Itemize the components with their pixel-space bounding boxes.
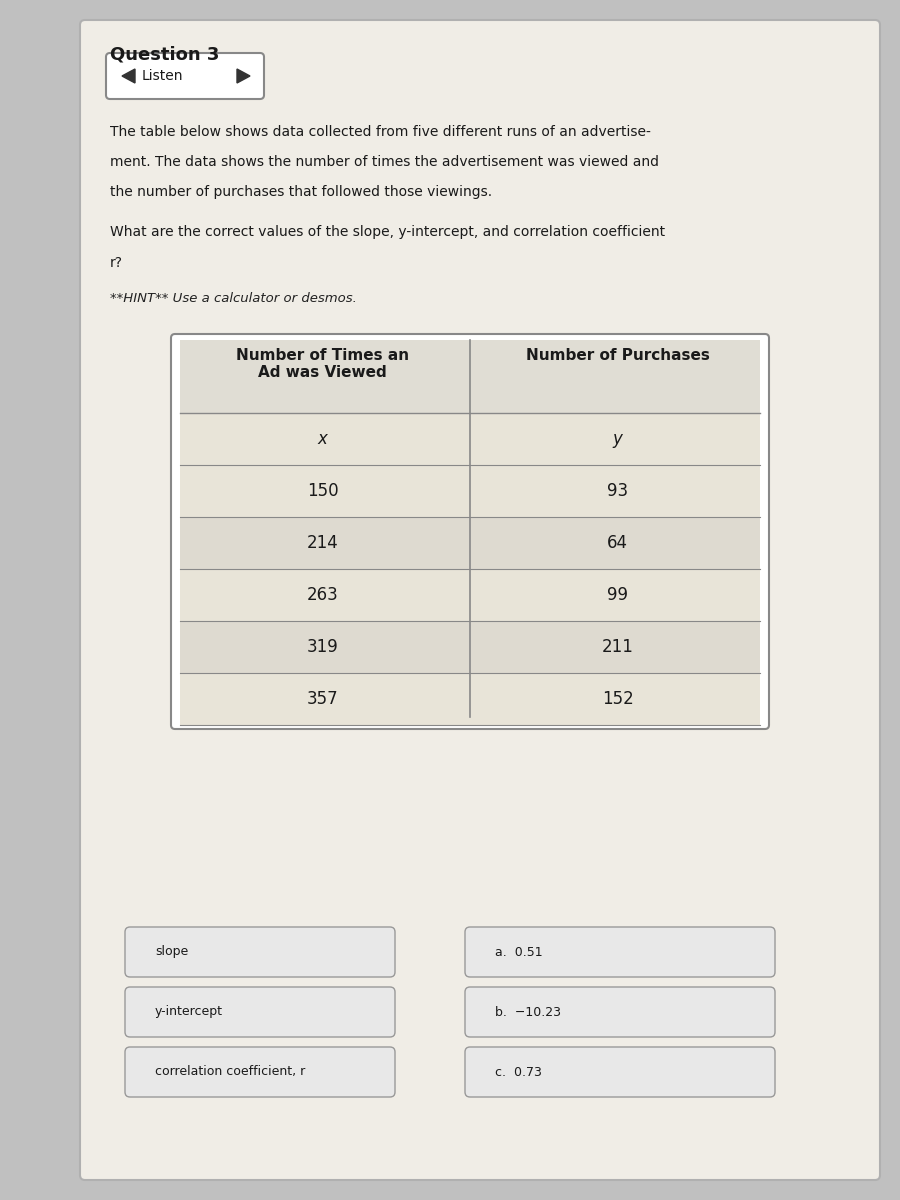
Text: 152: 152 <box>601 690 634 708</box>
Text: r?: r? <box>110 256 123 270</box>
Text: b.  −10.23: b. −10.23 <box>495 1006 561 1019</box>
Text: 99: 99 <box>607 586 628 604</box>
Text: The table below shows data collected from five different runs of an advertise-: The table below shows data collected fro… <box>110 125 651 139</box>
Text: y-intercept: y-intercept <box>155 1006 223 1019</box>
Bar <box>180 622 760 673</box>
FancyBboxPatch shape <box>80 20 880 1180</box>
Text: 93: 93 <box>607 482 628 500</box>
Text: slope: slope <box>155 946 188 959</box>
Bar <box>180 464 760 517</box>
Text: 263: 263 <box>307 586 338 604</box>
Text: 150: 150 <box>307 482 338 500</box>
Polygon shape <box>122 68 135 83</box>
Bar <box>180 517 760 569</box>
Text: Listen: Listen <box>142 68 184 83</box>
Text: ment. The data shows the number of times the advertisement was viewed and: ment. The data shows the number of times… <box>110 155 659 169</box>
Text: 319: 319 <box>307 638 338 656</box>
Text: Number of Purchases: Number of Purchases <box>526 348 709 362</box>
Text: 211: 211 <box>601 638 634 656</box>
FancyBboxPatch shape <box>125 926 395 977</box>
FancyBboxPatch shape <box>465 986 775 1037</box>
Text: **HINT** Use a calculator or desmos.: **HINT** Use a calculator or desmos. <box>110 292 357 305</box>
Text: 64: 64 <box>607 534 628 552</box>
Text: What are the correct values of the slope, y-intercept, and correlation coefficie: What are the correct values of the slope… <box>110 226 665 239</box>
Text: y: y <box>613 430 623 448</box>
Bar <box>180 413 760 464</box>
FancyBboxPatch shape <box>465 926 775 977</box>
Text: Number of Times an
Ad was Viewed: Number of Times an Ad was Viewed <box>236 348 410 380</box>
Bar <box>180 340 760 413</box>
FancyBboxPatch shape <box>106 53 264 98</box>
Text: 214: 214 <box>307 534 338 552</box>
Bar <box>180 673 760 725</box>
Bar <box>180 569 760 622</box>
FancyBboxPatch shape <box>125 986 395 1037</box>
Text: a.  0.51: a. 0.51 <box>495 946 543 959</box>
Text: c.  0.73: c. 0.73 <box>495 1066 542 1079</box>
Polygon shape <box>237 68 250 83</box>
Text: x: x <box>318 430 328 448</box>
FancyBboxPatch shape <box>125 1046 395 1097</box>
Text: correlation coefficient, r: correlation coefficient, r <box>155 1066 305 1079</box>
Text: Question 3: Question 3 <box>110 44 220 62</box>
FancyBboxPatch shape <box>465 1046 775 1097</box>
Text: the number of purchases that followed those viewings.: the number of purchases that followed th… <box>110 185 492 199</box>
Text: 357: 357 <box>307 690 338 708</box>
FancyBboxPatch shape <box>171 334 769 730</box>
